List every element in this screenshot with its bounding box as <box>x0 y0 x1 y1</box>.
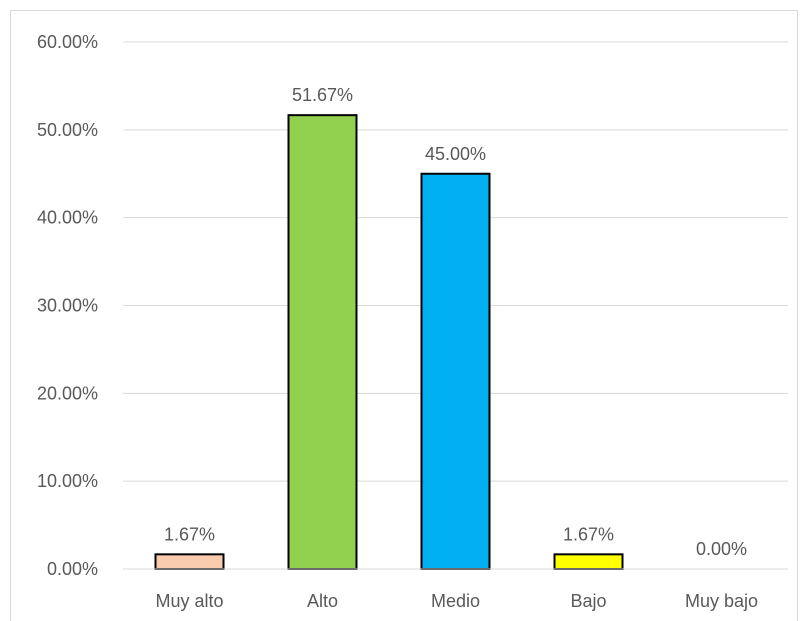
bar-muy-alto <box>156 554 224 569</box>
y-tick-label: 50.00% <box>37 120 98 140</box>
x-category-label: Alto <box>307 591 338 611</box>
bar-bajo <box>555 554 623 569</box>
bar-medio <box>422 174 490 569</box>
y-tick-label: 10.00% <box>37 471 98 491</box>
data-label: 45.00% <box>425 144 486 164</box>
data-label: 1.67% <box>563 524 614 544</box>
y-tick-label: 30.00% <box>37 296 98 316</box>
y-tick-label: 20.00% <box>37 383 98 403</box>
data-label: 0.00% <box>696 539 747 559</box>
data-label: 51.67% <box>292 85 353 105</box>
y-tick-label: 60.00% <box>37 32 98 52</box>
bar-alto <box>289 115 357 569</box>
y-tick-label: 40.00% <box>37 208 98 228</box>
data-label: 1.67% <box>164 524 215 544</box>
x-category-label: Medio <box>431 591 480 611</box>
x-category-label: Muy alto <box>155 591 223 611</box>
x-category-label: Muy bajo <box>685 591 758 611</box>
y-tick-label: 0.00% <box>47 559 98 579</box>
x-category-label: Bajo <box>570 591 606 611</box>
